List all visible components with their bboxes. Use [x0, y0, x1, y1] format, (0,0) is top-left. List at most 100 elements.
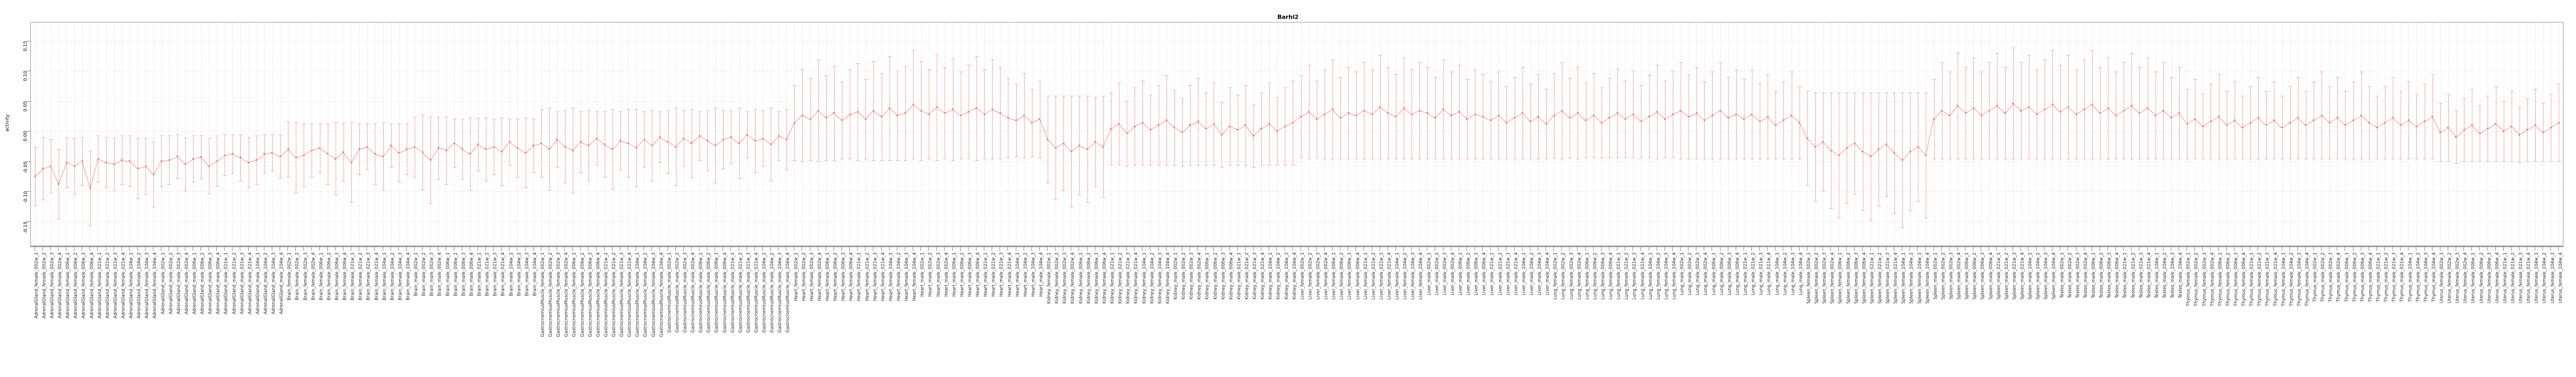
data-point[interactable]: [1514, 117, 1516, 119]
data-point[interactable]: [406, 148, 408, 150]
data-point[interactable]: [857, 110, 859, 113]
data-point[interactable]: [279, 156, 281, 158]
data-point[interactable]: [1695, 112, 1697, 114]
data-point[interactable]: [2352, 119, 2355, 121]
data-point[interactable]: [1885, 143, 1887, 146]
data-point[interactable]: [1466, 118, 1468, 120]
data-point[interactable]: [2479, 132, 2481, 135]
data-point[interactable]: [1316, 118, 1318, 120]
data-point[interactable]: [1023, 114, 1025, 116]
data-point[interactable]: [2526, 129, 2528, 131]
data-point[interactable]: [2020, 109, 2022, 112]
data-point[interactable]: [1846, 147, 1848, 149]
data-point[interactable]: [2107, 107, 2109, 109]
data-point[interactable]: [58, 183, 60, 185]
data-point[interactable]: [1901, 159, 1903, 161]
data-point[interactable]: [2265, 124, 2267, 126]
data-point[interactable]: [160, 160, 162, 162]
data-point[interactable]: [216, 160, 218, 162]
data-point[interactable]: [1442, 108, 1445, 110]
data-point[interactable]: [785, 138, 787, 140]
data-point[interactable]: [1062, 142, 1064, 144]
data-point[interactable]: [2075, 113, 2078, 115]
data-point[interactable]: [1371, 113, 1373, 115]
data-point[interactable]: [1680, 109, 1682, 112]
data-point[interactable]: [2447, 126, 2449, 128]
data-point[interactable]: [651, 145, 653, 147]
data-point[interactable]: [1418, 109, 1420, 112]
data-point[interactable]: [1925, 154, 1927, 156]
data-point[interactable]: [1672, 113, 1674, 115]
data-point[interactable]: [1450, 114, 1452, 116]
data-point[interactable]: [2297, 117, 2299, 119]
data-point[interactable]: [1972, 107, 1974, 109]
data-point[interactable]: [1624, 118, 1626, 120]
data-point[interactable]: [1252, 135, 1254, 137]
data-point[interactable]: [1458, 110, 1460, 113]
data-point[interactable]: [453, 142, 456, 144]
data-point[interactable]: [2495, 123, 2497, 125]
data-point[interactable]: [619, 140, 621, 142]
data-point[interactable]: [1434, 117, 1436, 119]
data-point[interactable]: [477, 143, 479, 146]
data-point[interactable]: [1331, 108, 1334, 110]
data-point[interactable]: [1853, 142, 1856, 144]
data-point[interactable]: [627, 142, 629, 144]
data-point[interactable]: [564, 146, 566, 148]
data-point[interactable]: [1545, 123, 1547, 125]
data-point[interactable]: [2226, 124, 2228, 126]
data-point[interactable]: [793, 121, 795, 124]
data-point[interactable]: [2162, 109, 2164, 112]
data-point[interactable]: [968, 110, 970, 113]
data-point[interactable]: [350, 161, 352, 163]
data-point[interactable]: [1806, 137, 1808, 139]
data-point[interactable]: [801, 114, 803, 116]
data-point[interactable]: [714, 145, 716, 147]
data-point[interactable]: [698, 135, 701, 137]
data-point[interactable]: [137, 168, 139, 170]
data-point[interactable]: [730, 136, 732, 138]
data-point[interactable]: [1158, 124, 1160, 126]
data-point[interactable]: [176, 156, 179, 158]
data-point[interactable]: [1608, 117, 1611, 119]
data-point[interactable]: [1141, 121, 1143, 124]
data-point[interactable]: [256, 159, 258, 161]
data-point[interactable]: [1395, 116, 1397, 118]
data-point[interactable]: [1237, 129, 1239, 131]
data-point[interactable]: [1798, 121, 1801, 124]
data-point[interactable]: [485, 148, 487, 150]
data-point[interactable]: [1149, 129, 1151, 131]
data-point[interactable]: [113, 163, 115, 165]
data-point[interactable]: [2518, 134, 2521, 136]
data-point[interactable]: [1735, 113, 1737, 115]
data-point[interactable]: [770, 143, 772, 146]
data-point[interactable]: [2431, 116, 2434, 118]
data-point[interactable]: [1189, 124, 1191, 126]
data-point[interactable]: [2328, 121, 2330, 124]
data-point[interactable]: [999, 112, 1001, 114]
data-point[interactable]: [129, 160, 131, 162]
data-point[interactable]: [2344, 124, 2346, 126]
data-point[interactable]: [960, 114, 962, 116]
data-point[interactable]: [2130, 105, 2133, 107]
data-point[interactable]: [335, 158, 337, 160]
data-point[interactable]: [1300, 116, 1302, 118]
data-point[interactable]: [2083, 108, 2085, 110]
data-point[interactable]: [1173, 126, 1175, 128]
data-point[interactable]: [928, 113, 930, 115]
data-point[interactable]: [65, 161, 68, 163]
data-point[interactable]: [2123, 109, 2125, 112]
data-point[interactable]: [1553, 114, 1555, 116]
data-point[interactable]: [1917, 146, 1919, 148]
data-point[interactable]: [2320, 114, 2323, 116]
data-point[interactable]: [1601, 121, 1603, 124]
data-point[interactable]: [1260, 128, 1262, 130]
data-point[interactable]: [2400, 124, 2402, 126]
data-point[interactable]: [691, 142, 693, 144]
data-point[interactable]: [192, 158, 194, 160]
data-point[interactable]: [89, 187, 91, 190]
data-point[interactable]: [2415, 125, 2417, 127]
data-point[interactable]: [1181, 131, 1183, 134]
data-point[interactable]: [1727, 117, 1729, 119]
data-point[interactable]: [667, 141, 669, 143]
